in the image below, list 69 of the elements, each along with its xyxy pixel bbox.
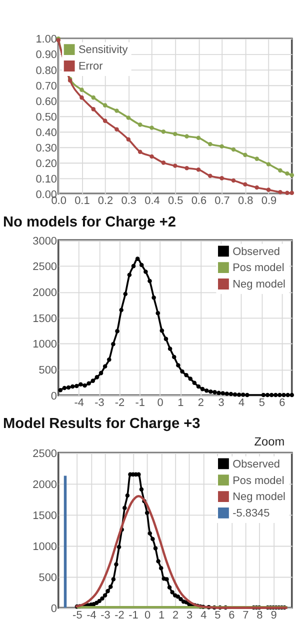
x-tick-label: 2 xyxy=(172,609,179,622)
y-tick-label: 2000 xyxy=(32,478,58,491)
y-tick-label: 0.30 xyxy=(36,142,58,154)
x-tick-label: 0.8 xyxy=(238,195,254,208)
legend-label: Sensitivity xyxy=(78,44,128,56)
x-tick-label: 0.1 xyxy=(74,195,90,208)
x-tick-label: 0.6 xyxy=(191,195,207,208)
x-tick-label: -1 xyxy=(135,396,145,409)
x-tick-label: 0.2 xyxy=(98,195,114,208)
x-tick-label: -3 xyxy=(100,609,110,622)
x-tick-label: 9 xyxy=(270,609,277,622)
x-tick-label: -1 xyxy=(128,609,138,622)
legend-label: Pos model xyxy=(232,474,284,487)
y-tick-label: 2500 xyxy=(32,261,58,274)
x-tick-label: 0.3 xyxy=(121,195,136,208)
x-tick-label: 6 xyxy=(228,609,235,622)
x-tick-label: 0.4 xyxy=(144,195,160,208)
chart-title: No models for Charge +2 xyxy=(3,214,176,231)
legend-label: Error xyxy=(78,60,104,73)
x-tick-label: 0 xyxy=(157,396,164,409)
x-tick-label: 0.9 xyxy=(261,195,277,208)
x-tick-label: 1 xyxy=(178,396,184,409)
y-tick-label: 500 xyxy=(38,572,58,584)
chart-title: Model Results for Charge +3 xyxy=(3,416,200,432)
x-tick-label: -2 xyxy=(114,396,125,409)
x-tick-label: -5 xyxy=(72,609,82,622)
x-tick-label: 4 xyxy=(200,609,207,622)
x-tick-label: 8 xyxy=(256,609,263,622)
x-tick-label: 0.0 xyxy=(51,195,66,208)
y-tick-label: 3000 xyxy=(32,235,58,248)
x-tick-label: 1 xyxy=(158,609,165,622)
y-tick-label: 0.70 xyxy=(36,80,58,92)
x-tick-label: 7 xyxy=(242,609,249,622)
x-tick-label: 6 xyxy=(279,396,286,409)
x-tick-label: 5 xyxy=(214,609,221,622)
x-tick-label: 4 xyxy=(238,396,245,409)
y-tick-label: 1.00 xyxy=(36,34,58,46)
legend-label: -5.8345 xyxy=(232,508,270,520)
y-tick-label: 1000 xyxy=(32,338,58,351)
x-tick-label: -4 xyxy=(74,396,84,409)
x-tick-label: 2 xyxy=(198,396,204,409)
y-tick-label: 2500 xyxy=(32,448,58,460)
legend-label: Neg model xyxy=(232,278,286,291)
text: Zoom xyxy=(254,434,285,448)
x-tick-label: -4 xyxy=(86,609,96,622)
x-tick-label: 3 xyxy=(218,396,224,409)
legend-label: Neg model xyxy=(232,491,286,504)
x-tick-label: -3 xyxy=(94,396,104,409)
y-tick-label: 0.90 xyxy=(36,49,58,62)
legend-label: Observed xyxy=(232,458,280,470)
y-tick-label: 2000 xyxy=(32,287,58,300)
x-tick-label: 3 xyxy=(186,609,193,622)
y-tick-label: 0.20 xyxy=(36,158,58,170)
y-tick-label: 1500 xyxy=(32,312,58,325)
y-tick-label: 1500 xyxy=(32,510,58,522)
y-tick-label: 0.10 xyxy=(36,173,58,186)
y-tick-label: 0.50 xyxy=(36,111,58,124)
y-tick-label: 0.60 xyxy=(36,96,58,108)
y-tick-label: 1000 xyxy=(32,540,58,553)
x-tick-label: -2 xyxy=(114,609,124,622)
y-tick-label: 0.40 xyxy=(36,126,58,139)
y-tick-label: 0.80 xyxy=(36,64,58,77)
x-tick-label: 0.5 xyxy=(168,195,184,208)
x-tick-label: 0 xyxy=(144,609,151,622)
legend-label: Observed xyxy=(232,246,280,258)
x-tick-label: 5 xyxy=(258,396,265,409)
y-tick-label: 500 xyxy=(38,364,58,377)
x-tick-label: 0.7 xyxy=(214,195,230,208)
legend-label: Pos model xyxy=(232,262,284,274)
